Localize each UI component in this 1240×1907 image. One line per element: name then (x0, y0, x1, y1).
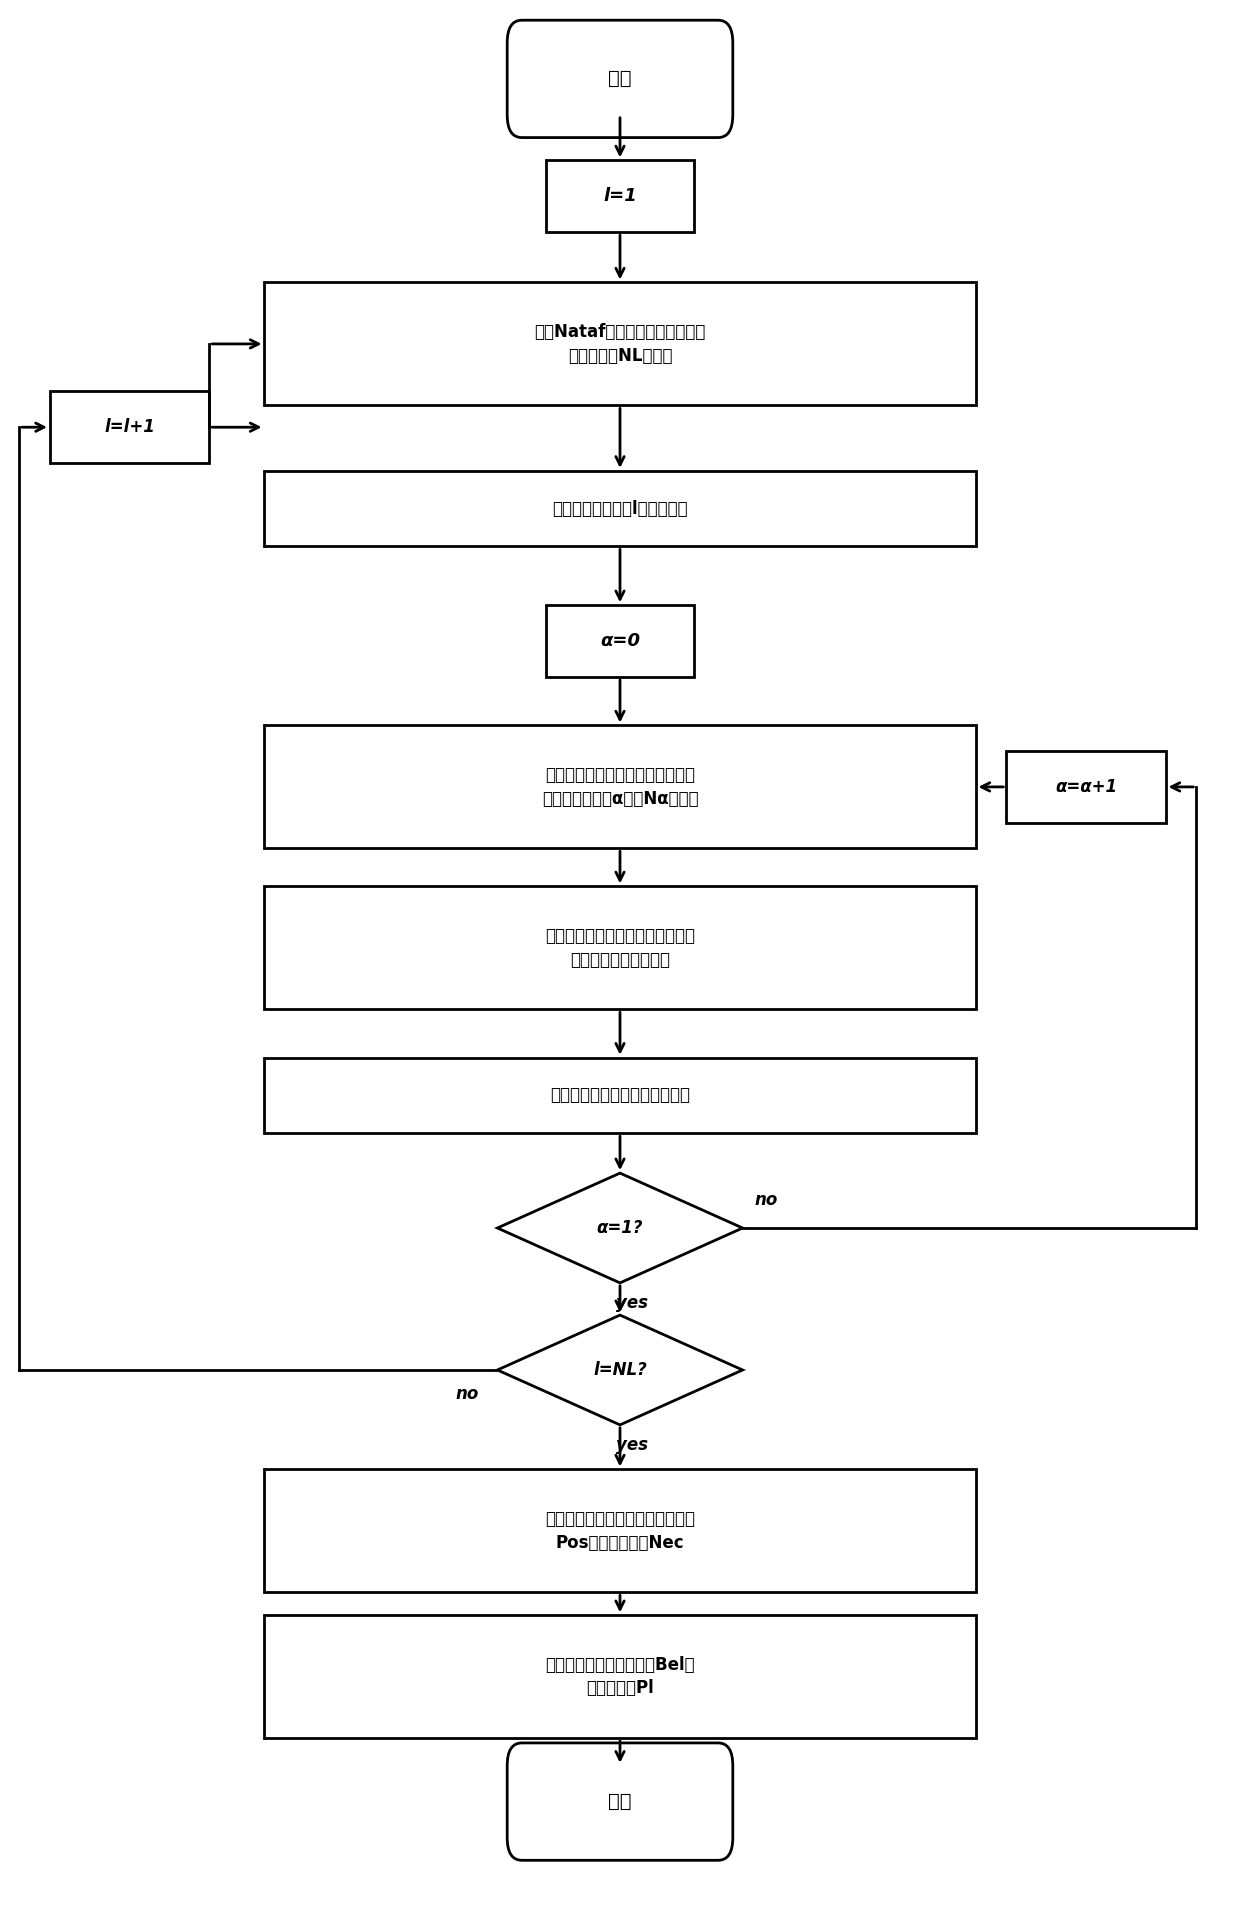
Text: l=NL?: l=NL? (593, 1362, 647, 1379)
Text: α=1?: α=1? (596, 1219, 644, 1238)
Text: yes: yes (616, 1436, 649, 1455)
Polygon shape (497, 1316, 743, 1425)
FancyBboxPatch shape (507, 1743, 733, 1861)
FancyBboxPatch shape (547, 605, 693, 677)
Text: no: no (456, 1384, 479, 1404)
Text: 基于Nataf变换和拉丁超立方抽样
建立负荷的NL个样本: 基于Nataf变换和拉丁超立方抽样 建立负荷的NL个样本 (534, 322, 706, 364)
FancyBboxPatch shape (264, 471, 976, 547)
FancyBboxPatch shape (264, 1615, 976, 1737)
FancyBboxPatch shape (264, 282, 976, 406)
Text: 计算待求输出变量的可能性分布: 计算待求输出变量的可能性分布 (551, 1087, 689, 1104)
FancyBboxPatch shape (1006, 751, 1166, 824)
FancyBboxPatch shape (50, 391, 210, 463)
Text: 建立管道综合参数的求属度函数，
均匀抽样得到在α下的Nα个样本: 建立管道综合参数的求属度函数， 均匀抽样得到在α下的Nα个样本 (542, 767, 698, 809)
Text: 计算待求变量各子集的可能性测度
Pos和必然性测度Nec: 计算待求变量各子集的可能性测度 Pos和必然性测度Nec (546, 1510, 694, 1552)
Polygon shape (497, 1173, 743, 1283)
Text: 计算待求变量的信度函数Bel和
似真度函数Pl: 计算待求变量的信度函数Bel和 似真度函数Pl (546, 1655, 694, 1697)
Text: 选取所有负荷的第l个概率样本: 选取所有负荷的第l个概率样本 (552, 500, 688, 517)
Text: yes: yes (616, 1295, 649, 1312)
Text: 开始: 开始 (609, 69, 631, 88)
Text: α=0: α=0 (600, 631, 640, 650)
FancyBboxPatch shape (264, 1058, 976, 1133)
Text: no: no (755, 1192, 779, 1209)
FancyBboxPatch shape (264, 1470, 976, 1592)
FancyBboxPatch shape (264, 887, 976, 1009)
FancyBboxPatch shape (507, 21, 733, 137)
Text: α=α+1: α=α+1 (1055, 778, 1117, 795)
Text: 将样本值作为已知量代入计算，采
用牛顿法求解系统能流: 将样本值作为已知量代入计算，采 用牛顿法求解系统能流 (546, 927, 694, 969)
Text: 结束: 结束 (609, 1793, 631, 1812)
FancyBboxPatch shape (547, 160, 693, 233)
Text: l=1: l=1 (603, 187, 637, 206)
FancyBboxPatch shape (264, 725, 976, 849)
Text: l=l+1: l=l+1 (104, 418, 155, 437)
